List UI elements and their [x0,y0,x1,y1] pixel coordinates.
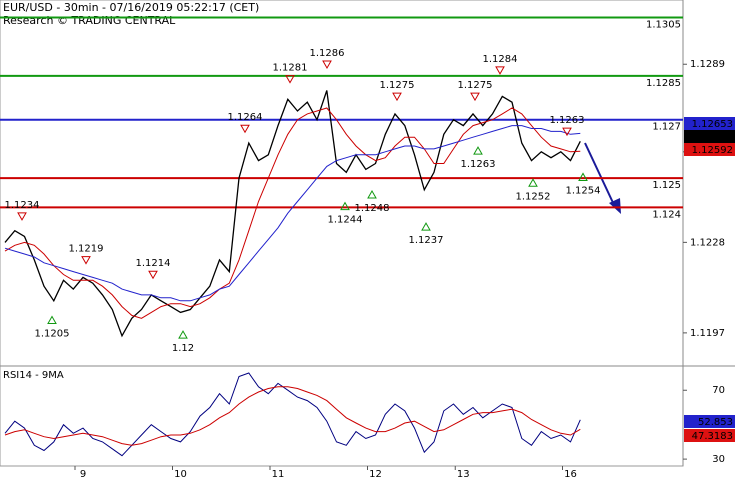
y-tick-label: 1.1289 [690,59,725,70]
price-tag [684,117,735,130]
series-line [4,107,581,319]
annotation-label: 1.1214 [136,258,171,269]
level-label: 1.1305 [646,20,681,31]
support-marker [178,330,188,339]
annotation-label: 1.1275 [458,80,493,91]
price-tag-label: 1.12653 [692,119,733,130]
rsi-title: RSI14 - 9MA [3,370,64,381]
forecast-arrow [584,142,616,208]
annotation-label: 1.1286 [310,48,345,59]
level-label: 1.124 [652,209,681,220]
chart-subtitle: Research © TRADING CENTRAL [3,14,176,27]
x-tick-label: 12 [369,469,382,480]
series-line [4,372,581,457]
resistance-marker [285,75,295,84]
annotation-label: 1.1284 [483,54,518,65]
resistance-marker [17,212,27,221]
price-tag [684,130,735,143]
annotation-label: 1.1252 [516,191,551,202]
resistance-marker [81,256,91,265]
level-label: 1.1285 [646,78,681,89]
annotation-label: 1.1254 [566,185,601,196]
forecast-arrow-head [609,198,621,214]
chart-title: EUR/USD - 30min - 07/16/2019 05:22:17 (C… [3,1,259,14]
level-label: 1.125 [652,180,681,191]
y-tick-label: 30 [712,454,725,465]
series-line [4,90,581,338]
annotation-label: 1.1205 [35,329,70,340]
y-tick-label: 1.1197 [690,328,725,339]
annotation-label: 1.1264 [228,112,263,123]
annotation-label: 1.1263 [461,159,496,170]
price-tag-label: 1.12626 [692,132,733,143]
x-tick-label: 11 [272,469,285,480]
annotation-label: 1.1244 [328,215,363,226]
price-tag [684,415,735,428]
resistance-marker [392,92,402,102]
x-tick-label: 10 [174,469,187,480]
series-line [4,125,581,302]
x-tick-label: 13 [457,469,470,480]
resistance-marker [470,92,480,102]
annotation-label: 1.1275 [380,80,415,91]
annotation-label: 1.1263 [550,115,585,126]
resistance-marker [495,66,505,75]
y-tick-label: 1.1228 [690,237,725,248]
support-marker [528,178,538,187]
resistance-marker [240,124,250,134]
price-tag [684,429,735,442]
support-marker [578,172,588,181]
support-marker [47,315,57,325]
plot-frame [0,0,684,467]
price-tag-label: 47.3183 [692,431,733,442]
support-marker [367,189,377,199]
annotation-label: 1.1234 [5,200,40,211]
annotation-label: 1.12 [172,343,194,354]
price-tag-label: 1.12592 [692,145,733,156]
annotation-label: 1.1281 [273,63,308,74]
resistance-marker [322,60,332,70]
annotation-label: 1.1219 [69,244,104,255]
resistance-marker [148,270,158,280]
price-tag [684,143,735,156]
annotation-label: 1.1248 [355,203,390,214]
support-marker [473,146,483,155]
support-marker [340,201,350,211]
annotation-label: 1.1237 [409,235,444,246]
price-tag-label: 52.853 [698,417,733,428]
y-tick-label: 70 [712,385,725,396]
support-marker [421,222,431,231]
resistance-marker [562,127,572,137]
series-line [4,386,581,446]
x-tick-label: 16 [564,469,577,480]
level-label: 1.127 [652,122,681,133]
x-tick-label: 9 [80,469,86,480]
